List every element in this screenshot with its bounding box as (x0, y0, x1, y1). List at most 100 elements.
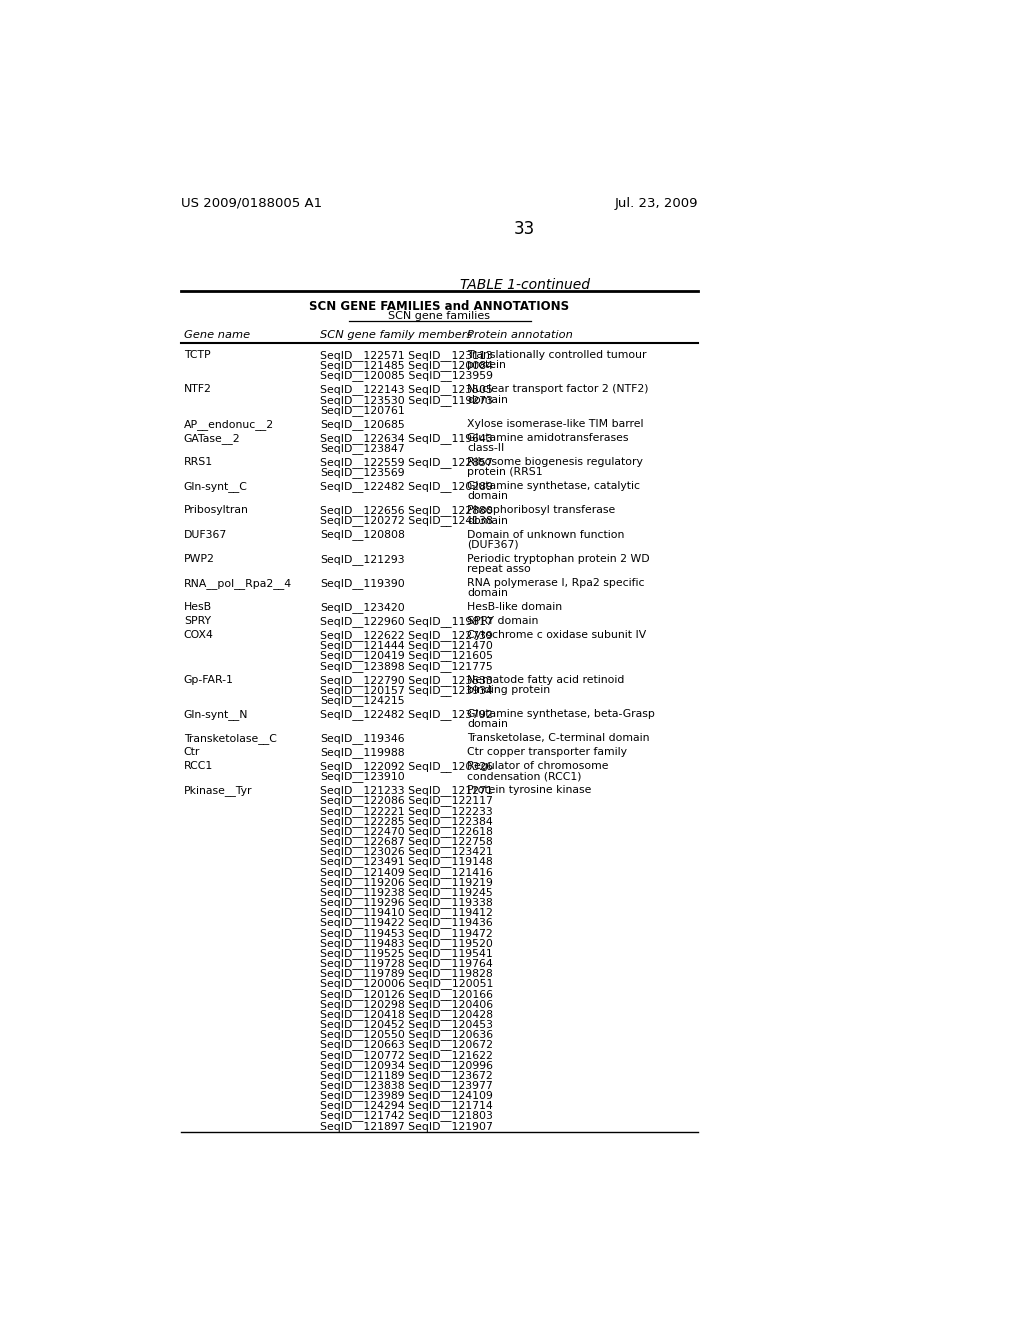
Text: SeqID__119789 SeqID__119828: SeqID__119789 SeqID__119828 (321, 969, 493, 979)
Text: (DUF367): (DUF367) (467, 540, 519, 549)
Text: SeqID__123898 SeqID__121775: SeqID__123898 SeqID__121775 (321, 660, 493, 672)
Text: PWP2: PWP2 (183, 553, 215, 564)
Text: SCN gene families: SCN gene families (388, 312, 490, 321)
Text: TCTP: TCTP (183, 350, 210, 360)
Text: SeqID__121742 SeqID__121803: SeqID__121742 SeqID__121803 (321, 1110, 494, 1122)
Text: Regulator of chromosome: Regulator of chromosome (467, 762, 609, 771)
Text: SeqID__119346: SeqID__119346 (321, 733, 404, 744)
Text: Gp-FAR-1: Gp-FAR-1 (183, 675, 233, 685)
Text: SCN GENE FAMILIES and ANNOTATIONS: SCN GENE FAMILIES and ANNOTATIONS (309, 300, 569, 313)
Text: Protein annotation: Protein annotation (467, 330, 573, 341)
Text: Periodic tryptophan protein 2 WD: Periodic tryptophan protein 2 WD (467, 553, 650, 564)
Text: domain: domain (467, 491, 508, 502)
Text: SeqID__122482 SeqID__123792: SeqID__122482 SeqID__123792 (321, 709, 493, 719)
Text: SeqID__121897 SeqID__121907: SeqID__121897 SeqID__121907 (321, 1121, 494, 1131)
Text: SeqID__119988: SeqID__119988 (321, 747, 404, 758)
Text: SeqID__122285 SeqID__122384: SeqID__122285 SeqID__122384 (321, 816, 493, 826)
Text: RNA__pol__Rpa2__4: RNA__pol__Rpa2__4 (183, 578, 292, 589)
Text: SPRY: SPRY (183, 616, 211, 626)
Text: SeqID__121444 SeqID__121470: SeqID__121444 SeqID__121470 (321, 640, 494, 651)
Text: US 2009/0188005 A1: US 2009/0188005 A1 (180, 197, 322, 210)
Text: RCC1: RCC1 (183, 762, 213, 771)
Text: SeqID__119728 SeqID__119764: SeqID__119728 SeqID__119764 (321, 958, 493, 969)
Text: SeqID__122143 SeqID__123505: SeqID__122143 SeqID__123505 (321, 384, 494, 396)
Text: SeqID__119296 SeqID__119338: SeqID__119296 SeqID__119338 (321, 898, 493, 908)
Text: Transketolase, C-terminal domain: Transketolase, C-terminal domain (467, 733, 650, 743)
Text: SeqID__119238 SeqID__119245: SeqID__119238 SeqID__119245 (321, 887, 493, 898)
Text: SeqID__123026 SeqID__123421: SeqID__123026 SeqID__123421 (321, 846, 494, 857)
Text: SeqID__120006 SeqID__120051: SeqID__120006 SeqID__120051 (321, 978, 494, 990)
Text: RNA polymerase I, Rpa2 specific: RNA polymerase I, Rpa2 specific (467, 578, 645, 587)
Text: SeqID__123530 SeqID__119273: SeqID__123530 SeqID__119273 (321, 395, 494, 405)
Text: class-II: class-II (467, 444, 505, 453)
Text: SeqID__120157 SeqID__123934: SeqID__120157 SeqID__123934 (321, 685, 494, 696)
Text: SeqID__123491 SeqID__119148: SeqID__123491 SeqID__119148 (321, 857, 493, 867)
Text: SeqID__122559 SeqID__122857: SeqID__122559 SeqID__122857 (321, 457, 493, 467)
Text: SeqID__120772 SeqID__121622: SeqID__120772 SeqID__121622 (321, 1049, 494, 1060)
Text: SeqID__119422 SeqID__119436: SeqID__119422 SeqID__119436 (321, 917, 493, 928)
Text: Jul. 23, 2009: Jul. 23, 2009 (614, 197, 697, 210)
Text: COX4: COX4 (183, 630, 214, 640)
Text: Xylose isomerase-like TIM barrel: Xylose isomerase-like TIM barrel (467, 418, 644, 429)
Text: SeqID__123910: SeqID__123910 (321, 771, 404, 783)
Text: SeqID__122482 SeqID__120289: SeqID__122482 SeqID__120289 (321, 482, 494, 492)
Text: HesB-like domain: HesB-like domain (467, 602, 562, 612)
Text: SeqID__122634 SeqID__119643: SeqID__122634 SeqID__119643 (321, 433, 493, 444)
Text: SeqID__120419 SeqID__121605: SeqID__120419 SeqID__121605 (321, 651, 494, 661)
Text: binding protein: binding protein (467, 685, 551, 694)
Text: SeqID__123847: SeqID__123847 (321, 444, 404, 454)
Text: SeqID__123420: SeqID__123420 (321, 602, 404, 612)
Text: HesB: HesB (183, 602, 212, 612)
Text: SeqID__122622 SeqID__122739: SeqID__122622 SeqID__122739 (321, 630, 493, 642)
Text: SeqID__119525 SeqID__119541: SeqID__119525 SeqID__119541 (321, 948, 493, 958)
Text: SeqID__122086 SeqID__122117: SeqID__122086 SeqID__122117 (321, 796, 494, 807)
Text: SeqID__122960 SeqID__119817: SeqID__122960 SeqID__119817 (321, 616, 494, 627)
Text: SeqID__120085 SeqID__123959: SeqID__120085 SeqID__123959 (321, 371, 494, 381)
Text: SeqID__120418 SeqID__120428: SeqID__120418 SeqID__120428 (321, 1008, 494, 1020)
Text: domain: domain (467, 395, 508, 405)
Text: Pkinase__Tyr: Pkinase__Tyr (183, 785, 252, 796)
Text: Glutamine amidotransferases: Glutamine amidotransferases (467, 433, 629, 442)
Text: SeqID__120761: SeqID__120761 (321, 405, 404, 416)
Text: Domain of unknown function: Domain of unknown function (467, 529, 625, 540)
Text: SeqID__120685: SeqID__120685 (321, 418, 404, 430)
Text: SeqID__122221 SeqID__122233: SeqID__122221 SeqID__122233 (321, 805, 493, 817)
Text: SeqID__119453 SeqID__119472: SeqID__119453 SeqID__119472 (321, 928, 493, 939)
Text: SeqID__123569: SeqID__123569 (321, 467, 404, 478)
Text: Gln-synt__C: Gln-synt__C (183, 482, 248, 492)
Text: RRS1: RRS1 (183, 457, 213, 467)
Text: domain: domain (467, 516, 508, 525)
Text: condensation (RCC1): condensation (RCC1) (467, 771, 582, 781)
Text: domain: domain (467, 719, 508, 729)
Text: SeqID__124294 SeqID__121714: SeqID__124294 SeqID__121714 (321, 1101, 493, 1111)
Text: GATase__2: GATase__2 (183, 433, 241, 444)
Text: protein (RRS1: protein (RRS1 (467, 467, 543, 477)
Text: SeqID__122571 SeqID__123113: SeqID__122571 SeqID__123113 (321, 350, 493, 362)
Text: SeqID__119206 SeqID__119219: SeqID__119206 SeqID__119219 (321, 876, 494, 888)
Text: Ctr copper transporter family: Ctr copper transporter family (467, 747, 628, 758)
Text: SeqID__120126 SeqID__120166: SeqID__120126 SeqID__120166 (321, 989, 494, 999)
Text: Protein tyrosine kinase: Protein tyrosine kinase (467, 785, 592, 796)
Text: NTF2: NTF2 (183, 384, 212, 395)
Text: SeqID__122470 SeqID__122618: SeqID__122470 SeqID__122618 (321, 826, 494, 837)
Text: SeqID__124215: SeqID__124215 (321, 694, 404, 706)
Text: Glutamine synthetase, catalytic: Glutamine synthetase, catalytic (467, 482, 640, 491)
Text: SeqID__120934 SeqID__120996: SeqID__120934 SeqID__120996 (321, 1060, 494, 1071)
Text: SeqID__120663 SeqID__120672: SeqID__120663 SeqID__120672 (321, 1039, 494, 1051)
Text: SeqID__120808: SeqID__120808 (321, 529, 406, 540)
Text: TABLE 1-continued: TABLE 1-continued (460, 277, 590, 292)
Text: Phosphoribosyl transferase: Phosphoribosyl transferase (467, 506, 615, 515)
Text: Glutamine synthetase, beta-Grasp: Glutamine synthetase, beta-Grasp (467, 709, 655, 719)
Text: SeqID__120272 SeqID__124138: SeqID__120272 SeqID__124138 (321, 516, 494, 527)
Text: DUF367: DUF367 (183, 529, 227, 540)
Text: Gene name: Gene name (183, 330, 250, 341)
Text: Translationally controlled tumour: Translationally controlled tumour (467, 350, 647, 360)
Text: Gln-synt__N: Gln-synt__N (183, 709, 248, 719)
Text: Nematode fatty acid retinoid: Nematode fatty acid retinoid (467, 675, 625, 685)
Text: AP__endonuc__2: AP__endonuc__2 (183, 418, 274, 430)
Text: SCN gene family members: SCN gene family members (321, 330, 472, 341)
Text: repeat asso: repeat asso (467, 564, 531, 574)
Text: SeqID__122092 SeqID__120326: SeqID__122092 SeqID__120326 (321, 762, 494, 772)
Text: Pribosyltran: Pribosyltran (183, 506, 249, 515)
Text: SeqID__119483 SeqID__119520: SeqID__119483 SeqID__119520 (321, 937, 494, 949)
